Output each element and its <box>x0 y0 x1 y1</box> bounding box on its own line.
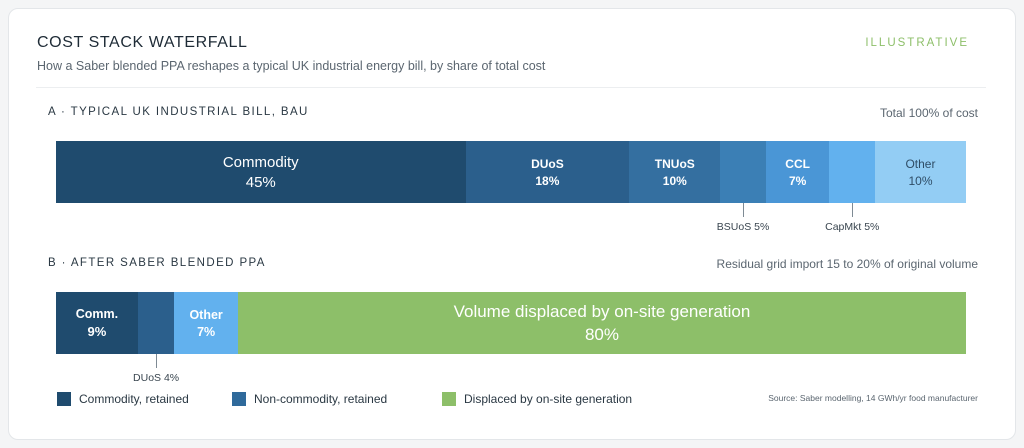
section-b-note: Residual grid import 15 to 20% of origin… <box>716 257 978 271</box>
segment-value-label: 9% <box>87 324 107 339</box>
header-divider <box>36 87 986 88</box>
legend-item-commodity: Commodity, retained <box>57 392 189 406</box>
segment-value-label: 10% <box>662 173 687 188</box>
illustrative-badge: ILLUSTRATIVE <box>865 37 969 49</box>
segment-value-label: 80% <box>584 324 619 344</box>
bar-segment-unlabeled-1 <box>137 292 175 354</box>
callout-tick <box>743 203 745 217</box>
segment-value-label: 10% <box>908 173 933 188</box>
segment-value-label: 7% <box>788 173 807 188</box>
section-b-label: B · AFTER SABER BLENDED PPA <box>48 257 266 269</box>
segment-name: Other <box>189 307 223 322</box>
segment-name: Commodity <box>222 153 299 171</box>
bar-segment-comm: Comm. 9% <box>56 292 138 354</box>
segment-name: CCL <box>785 156 810 171</box>
segment-value-label: 18% <box>535 173 560 188</box>
segment-name: Volume displaced by on-site generation <box>453 301 751 321</box>
legend-swatch-commodity <box>57 392 71 406</box>
chart-title: COST STACK WATERFALL <box>37 34 248 51</box>
bar-segment-other: Other 10% <box>874 141 966 203</box>
bar-b: Comm. 9% Other 7% Volume displaced by on-sit… <box>56 292 966 354</box>
legend-swatch-non-commodity <box>232 392 246 406</box>
segment-value-label: 7% <box>197 324 216 339</box>
callout-label: DUoS 4% <box>133 372 180 384</box>
bar-segment-duos: DUoS 18% <box>465 141 630 203</box>
callout-label: CapMkt 5% <box>825 221 880 233</box>
segment-value-label: 45% <box>245 173 276 191</box>
bar-a: Commodity 45% DUoS 18% TNUoS 10% CCL 7% Other 10% <box>56 141 966 203</box>
bar-segment-unlabeled-5 <box>829 141 875 203</box>
bar-segment-ccl: CCL 7% <box>765 141 830 203</box>
callout-tick <box>156 354 158 368</box>
segment-name: Other <box>905 156 936 171</box>
bar-segment-commodity: Commodity 45% <box>56 141 466 203</box>
legend-item-displaced: Displaced by on-site generation <box>442 392 632 406</box>
bar-segment-tnuos: TNUoS 10% <box>629 141 721 203</box>
segment-name: DUoS <box>531 156 564 171</box>
chart-subtitle: How a Saber blended PPA reshapes a typic… <box>37 59 546 73</box>
segment-name: TNUoS <box>654 156 695 171</box>
section-a-label: A · TYPICAL UK INDUSTRIAL BILL, BAU <box>48 106 309 118</box>
legend-label-non-commodity: Non-commodity, retained <box>254 392 388 406</box>
legend-label-commodity: Commodity, retained <box>79 392 189 406</box>
chart-card: COST STACK WATERFALL ILLUSTRATIVE How a … <box>8 8 1016 440</box>
legend-label-displaced: Displaced by on-site generation <box>464 392 633 406</box>
callout-tick <box>852 203 854 217</box>
source-note: Source: Saber modelling, 14 GWh/yr food … <box>768 393 978 403</box>
legend-swatch-displaced <box>442 392 456 406</box>
legend-item-non-commodity: Non-commodity, retained <box>232 392 387 406</box>
bar-segment-other: Other 7% <box>174 292 238 354</box>
bar-segment-volume-displaced-by-on-site-generation: Volume displaced by on-site generation 80… <box>237 292 966 354</box>
section-a-note: Total 100% of cost <box>879 106 978 120</box>
segment-name: Comm. <box>75 307 119 321</box>
bar-segment-unlabeled-3 <box>720 141 766 203</box>
callout-label: BSUoS 5% <box>716 221 770 233</box>
